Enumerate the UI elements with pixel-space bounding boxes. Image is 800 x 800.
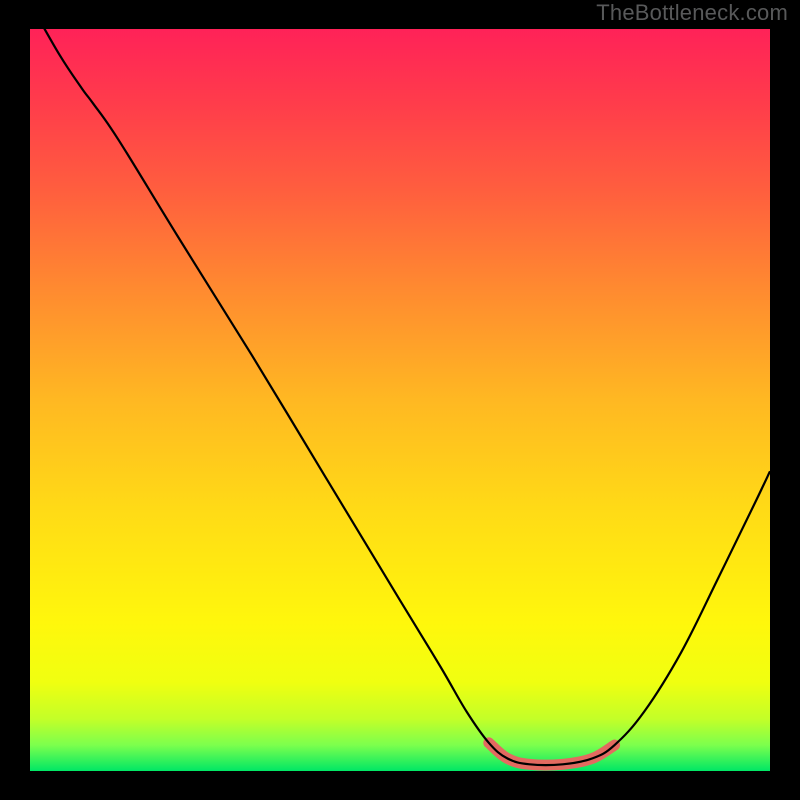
- chart-svg: [30, 29, 770, 771]
- gradient-bg: [30, 29, 770, 771]
- chart-frame: TheBottleneck.com: [0, 0, 800, 800]
- plot-area: [30, 29, 770, 771]
- watermark-text: TheBottleneck.com: [596, 0, 788, 26]
